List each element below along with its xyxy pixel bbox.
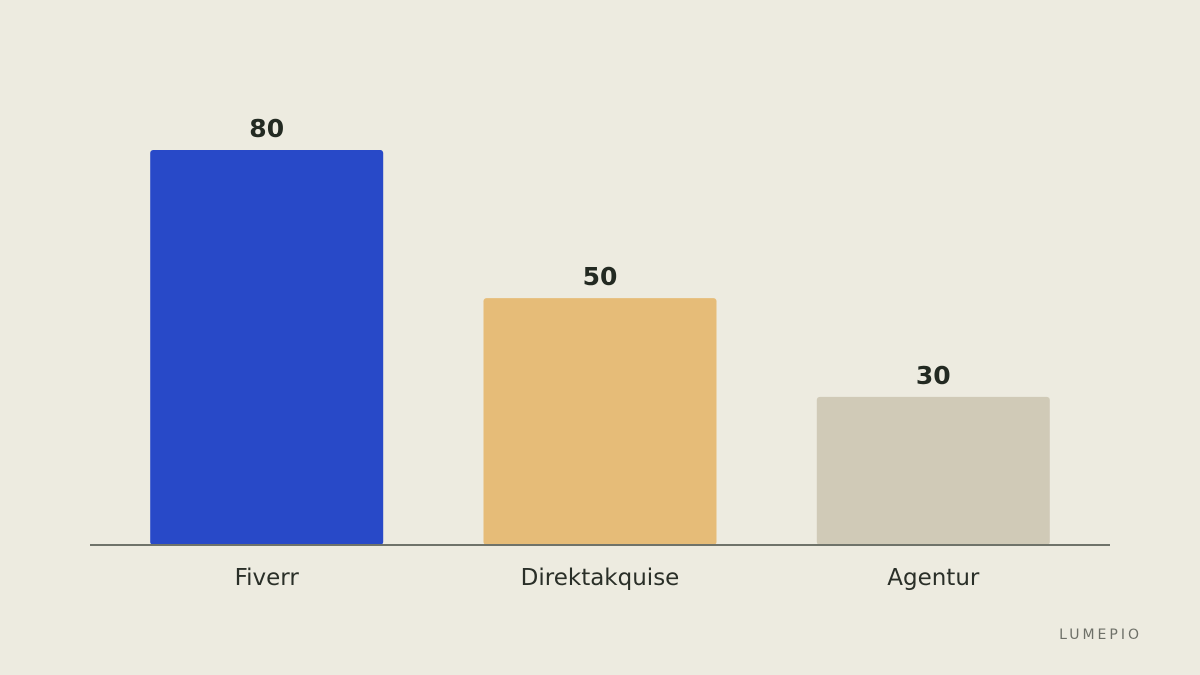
- value-label-fiverr: 80: [249, 114, 284, 143]
- value-labels-group: 80 50 30: [249, 114, 950, 390]
- category-label-fiverr: Fiverr: [235, 565, 300, 591]
- category-label-agentur: Agentur: [887, 565, 980, 591]
- bar-agentur: [816, 396, 1050, 545]
- category-labels-group: Fiverr Direktakquise Agentur: [235, 565, 980, 591]
- value-label-agentur: 30: [916, 361, 951, 390]
- category-label-direktakquise: Direktakquise: [521, 565, 680, 591]
- bar-fiverr: [150, 150, 384, 545]
- bars-group: [150, 150, 1050, 545]
- bar-direktakquise: [483, 298, 717, 545]
- value-label-direktakquise: 50: [583, 262, 618, 291]
- brand-wordmark: LUMEPIO: [1059, 627, 1142, 643]
